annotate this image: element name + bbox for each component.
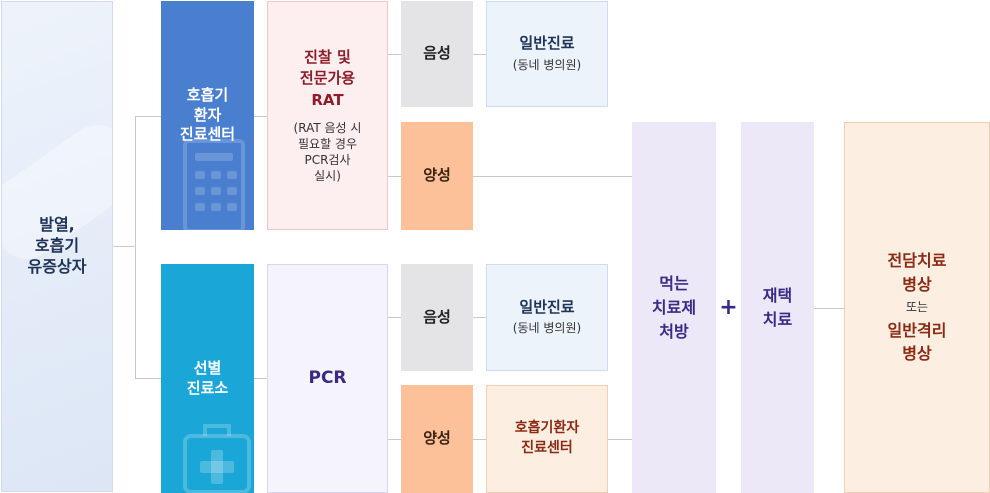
resp-center2-line-1: 호흡기환자 [514,420,580,437]
connector-pcr-to-neg [388,317,401,318]
general-care-box-2: 일반진료 (동네 병의원) [486,264,608,371]
oral-treatment-box: 먹는 치료제 처방 [632,122,716,493]
ward-line-1: 전담치료 [887,251,947,271]
general-care-sub-1: (동네 병의원) [512,57,582,72]
negative-label-2: 음성 [423,307,451,326]
screening-clinic-box: 선별 진료소 [161,264,254,493]
exam-note-line-4: 실시) [314,169,341,184]
connector-neg1-to-gen [473,54,486,55]
oral-line-1: 먹는 [659,273,689,293]
resp-center-line-2: 환자 [193,105,222,124]
home-treatment-box: 재택 치료 [741,122,814,493]
positive-result-box-1: 양성 [401,122,473,230]
screening-line-1: 선별 [193,359,222,377]
pcr-label: PCR [308,368,347,389]
connector-to-resp-center [135,116,161,117]
exam-note-line-1: (RAT 음성 시 [293,120,362,135]
start-line-3: 유증상자 [27,256,87,276]
negative-label-1: 음성 [423,44,451,63]
general-care-sub-2: (동네 병의원) [512,321,582,336]
connector-screen-to-pcr [254,378,267,379]
connector-pos1-to-oral [473,176,632,177]
ward-line-3: 일반격리 [887,321,947,341]
exam-title: 진찰 및 전문가용 RAT [300,47,355,112]
general-care-main-2: 일반진료 [519,297,575,316]
connector-split-vertical [135,116,136,378]
exam-note: (RAT 음성 시 필요할 경우 PCR검사 실시) [294,120,362,185]
respiratory-center-box: 호흡기 환자 진료센터 [161,1,254,230]
ward-line-4: 병상 [902,344,932,364]
connector-pcr-to-pos [388,439,401,440]
oral-line-2: 치료제 [651,297,697,317]
connector-exam-to-neg [388,54,401,55]
home-line-2: 치료 [762,309,793,329]
positive-label-1: 양성 [423,166,451,185]
start-line-2: 호흡기 [34,236,80,256]
home-line-1: 재택 [762,285,793,305]
general-care-box-1: 일반진료 (동네 병의원) [486,1,608,107]
ward-box: 전담치료 병상 또는 일반격리 병상 [844,122,990,493]
connector-exam-to-pos [388,176,401,177]
screening-line-2: 진료소 [186,378,229,397]
ward-or: 또는 [905,299,929,314]
connector-home-to-ward [814,308,844,309]
hospital-building-icon [183,139,245,230]
respiratory-center-box-2: 호흡기환자 진료센터 [486,385,608,493]
exam-title-line-2: 전문가용 [299,69,356,88]
exam-title-line-3: RAT [311,91,344,109]
plus-sign: + [719,295,738,320]
oral-line-3: 처방 [659,321,689,341]
medical-kit-icon [183,424,251,493]
pcr-box: PCR [267,264,388,493]
connector-pos2-to-resp [473,439,486,440]
start-line-1: 발열, [39,215,75,235]
connector-neg2-to-gen [473,317,486,318]
negative-result-box-1: 음성 [401,1,473,107]
symptomatic-person-box: 발열, 호흡기 유증상자 [1,1,113,492]
general-care-main-1: 일반진료 [519,34,575,53]
negative-result-box-2: 음성 [401,264,473,371]
ward-line-2: 병상 [902,274,932,294]
resp-center-line-3: 진료센터 [179,125,236,144]
exam-note-line-2: 필요할 경우 [297,136,357,151]
positive-result-box-2: 양성 [401,385,473,493]
connector-start [113,246,135,247]
exam-note-line-3: PCR검사 [304,153,351,168]
positive-label-2: 양성 [423,429,451,448]
resp-center-line-1: 호흡기 [186,86,229,105]
connector-resp2-to-oral [608,439,632,440]
resp-center2-line-2: 진료센터 [521,440,573,456]
connector-resp-to-exam [254,116,267,117]
connector-to-screening [135,378,161,379]
exam-title-line-1: 진찰 및 [304,47,351,66]
exam-rat-box: 진찰 및 전문가용 RAT (RAT 음성 시 필요할 경우 PCR검사 실시) [267,1,388,230]
